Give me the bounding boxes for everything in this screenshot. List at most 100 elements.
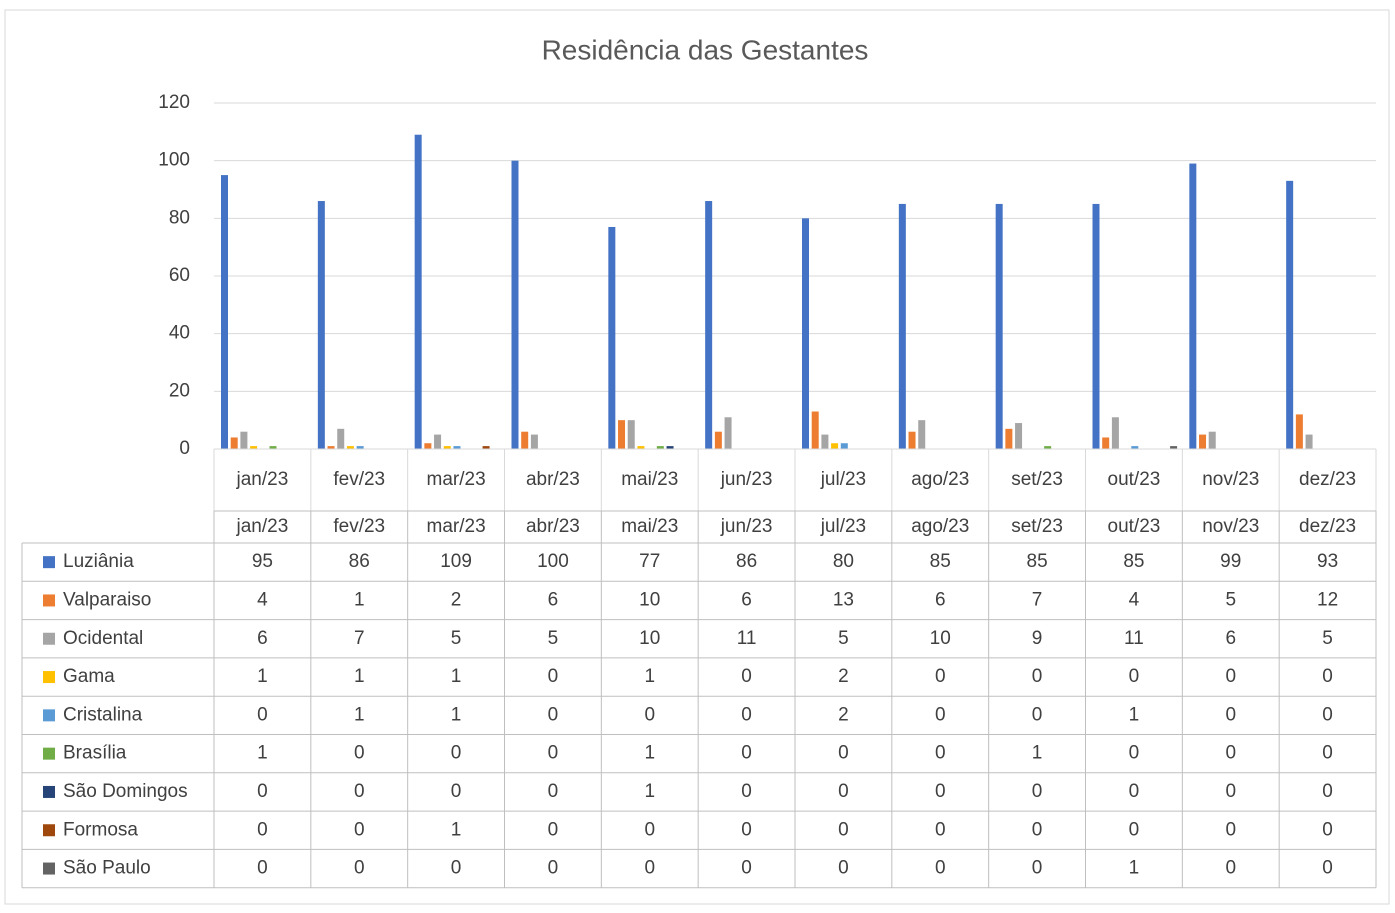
table-cell: 0	[1225, 743, 1236, 764]
legend-swatch	[43, 709, 55, 722]
chart-title: Residência das Gestantes	[542, 34, 869, 65]
table-cell: 0	[451, 781, 462, 802]
bar	[608, 226, 616, 449]
table-cell: 0	[548, 743, 559, 764]
table-cell: 80	[833, 551, 854, 572]
y-tick-label: 40	[169, 323, 190, 344]
table-cell: 0	[1032, 781, 1043, 802]
table-cell: 0	[1032, 858, 1043, 879]
table-cell: 86	[736, 551, 757, 572]
legend-swatch	[43, 862, 55, 875]
table-cell: 5	[1225, 589, 1236, 610]
table-cell: 0	[1225, 704, 1236, 725]
table-cell: 2	[838, 666, 849, 687]
table-cell: 11	[1124, 628, 1144, 649]
table-cell: 0	[644, 819, 655, 840]
table-cell: 0	[1225, 819, 1236, 840]
table-cell: 6	[548, 589, 559, 610]
bar	[443, 446, 451, 449]
bar	[831, 443, 839, 449]
table-cell: 4	[257, 589, 268, 610]
table-cell: 2	[451, 589, 462, 610]
table-header: jan/23	[236, 516, 289, 537]
bar	[230, 437, 238, 449]
table-cell: 0	[548, 819, 559, 840]
bar	[1111, 417, 1119, 449]
bar	[337, 428, 345, 449]
legend-label: Luziânia	[63, 551, 134, 572]
table-cell: 0	[257, 704, 268, 725]
table-cell: 0	[354, 743, 365, 764]
table-cell: 0	[741, 858, 752, 879]
table-cell: 0	[741, 704, 752, 725]
table-cell: 5	[1322, 628, 1333, 649]
table-cell: 0	[1129, 666, 1140, 687]
table-cell: 1	[644, 781, 655, 802]
x-tick-label: jun/23	[720, 469, 773, 490]
table-cell: 85	[1123, 551, 1144, 572]
x-tick-label: dez/23	[1299, 469, 1356, 490]
table-cell: 0	[741, 781, 752, 802]
table-cell: 0	[1225, 858, 1236, 879]
table-cell: 0	[451, 858, 462, 879]
bar	[811, 411, 819, 449]
table-cell: 6	[257, 628, 268, 649]
x-tick-label: jul/23	[820, 469, 866, 490]
table-cell: 10	[930, 628, 951, 649]
bar	[434, 434, 442, 449]
legend-swatch	[43, 747, 55, 760]
table-cell: 0	[1322, 743, 1333, 764]
x-tick-label: out/23	[1108, 469, 1161, 490]
bar	[482, 446, 490, 449]
table-cell: 0	[741, 819, 752, 840]
bar	[269, 446, 277, 449]
table-cell: 0	[935, 743, 946, 764]
bar	[453, 446, 461, 449]
bar	[424, 443, 432, 449]
y-tick-label: 60	[169, 265, 190, 286]
table-cell: 1	[354, 704, 365, 725]
table-cell: 0	[1322, 704, 1333, 725]
table-cell: 0	[741, 743, 752, 764]
table-cell: 0	[741, 666, 752, 687]
legend-swatch	[43, 594, 55, 607]
table-cell: 1	[451, 704, 462, 725]
bar	[1189, 163, 1197, 450]
legend-swatch	[43, 824, 55, 837]
table-cell: 0	[354, 781, 365, 802]
table-cell: 5	[838, 628, 849, 649]
bar	[1044, 446, 1052, 449]
table-cell: 0	[838, 858, 849, 879]
table-cell: 0	[1129, 819, 1140, 840]
table-cell: 0	[1225, 781, 1236, 802]
table-header: ago/23	[911, 516, 969, 537]
bar	[724, 417, 732, 449]
table-header: mai/23	[621, 516, 678, 537]
table-header: set/23	[1011, 516, 1063, 537]
bar	[618, 420, 626, 449]
table-cell: 85	[930, 551, 951, 572]
bar	[1286, 180, 1294, 449]
legend-label: São Paulo	[63, 858, 151, 879]
table-cell: 0	[257, 781, 268, 802]
table-cell: 6	[935, 589, 946, 610]
table-cell: 0	[548, 666, 559, 687]
bar	[714, 431, 722, 449]
table-cell: 93	[1317, 551, 1338, 572]
table-cell: 1	[644, 666, 655, 687]
bar	[250, 446, 258, 449]
table-cell: 1	[257, 666, 268, 687]
table-cell: 7	[1032, 589, 1043, 610]
table-cell: 1	[1032, 743, 1043, 764]
bar	[521, 431, 529, 449]
y-tick-label: 0	[179, 438, 190, 459]
table-cell: 0	[935, 666, 946, 687]
bar	[414, 134, 422, 449]
bar	[356, 446, 364, 449]
x-tick-label: jan/23	[236, 469, 289, 490]
table-cell: 85	[1027, 551, 1048, 572]
table-header: dez/23	[1299, 516, 1356, 537]
x-tick-label: set/23	[1011, 469, 1063, 490]
x-tick-label: fev/23	[333, 469, 385, 490]
